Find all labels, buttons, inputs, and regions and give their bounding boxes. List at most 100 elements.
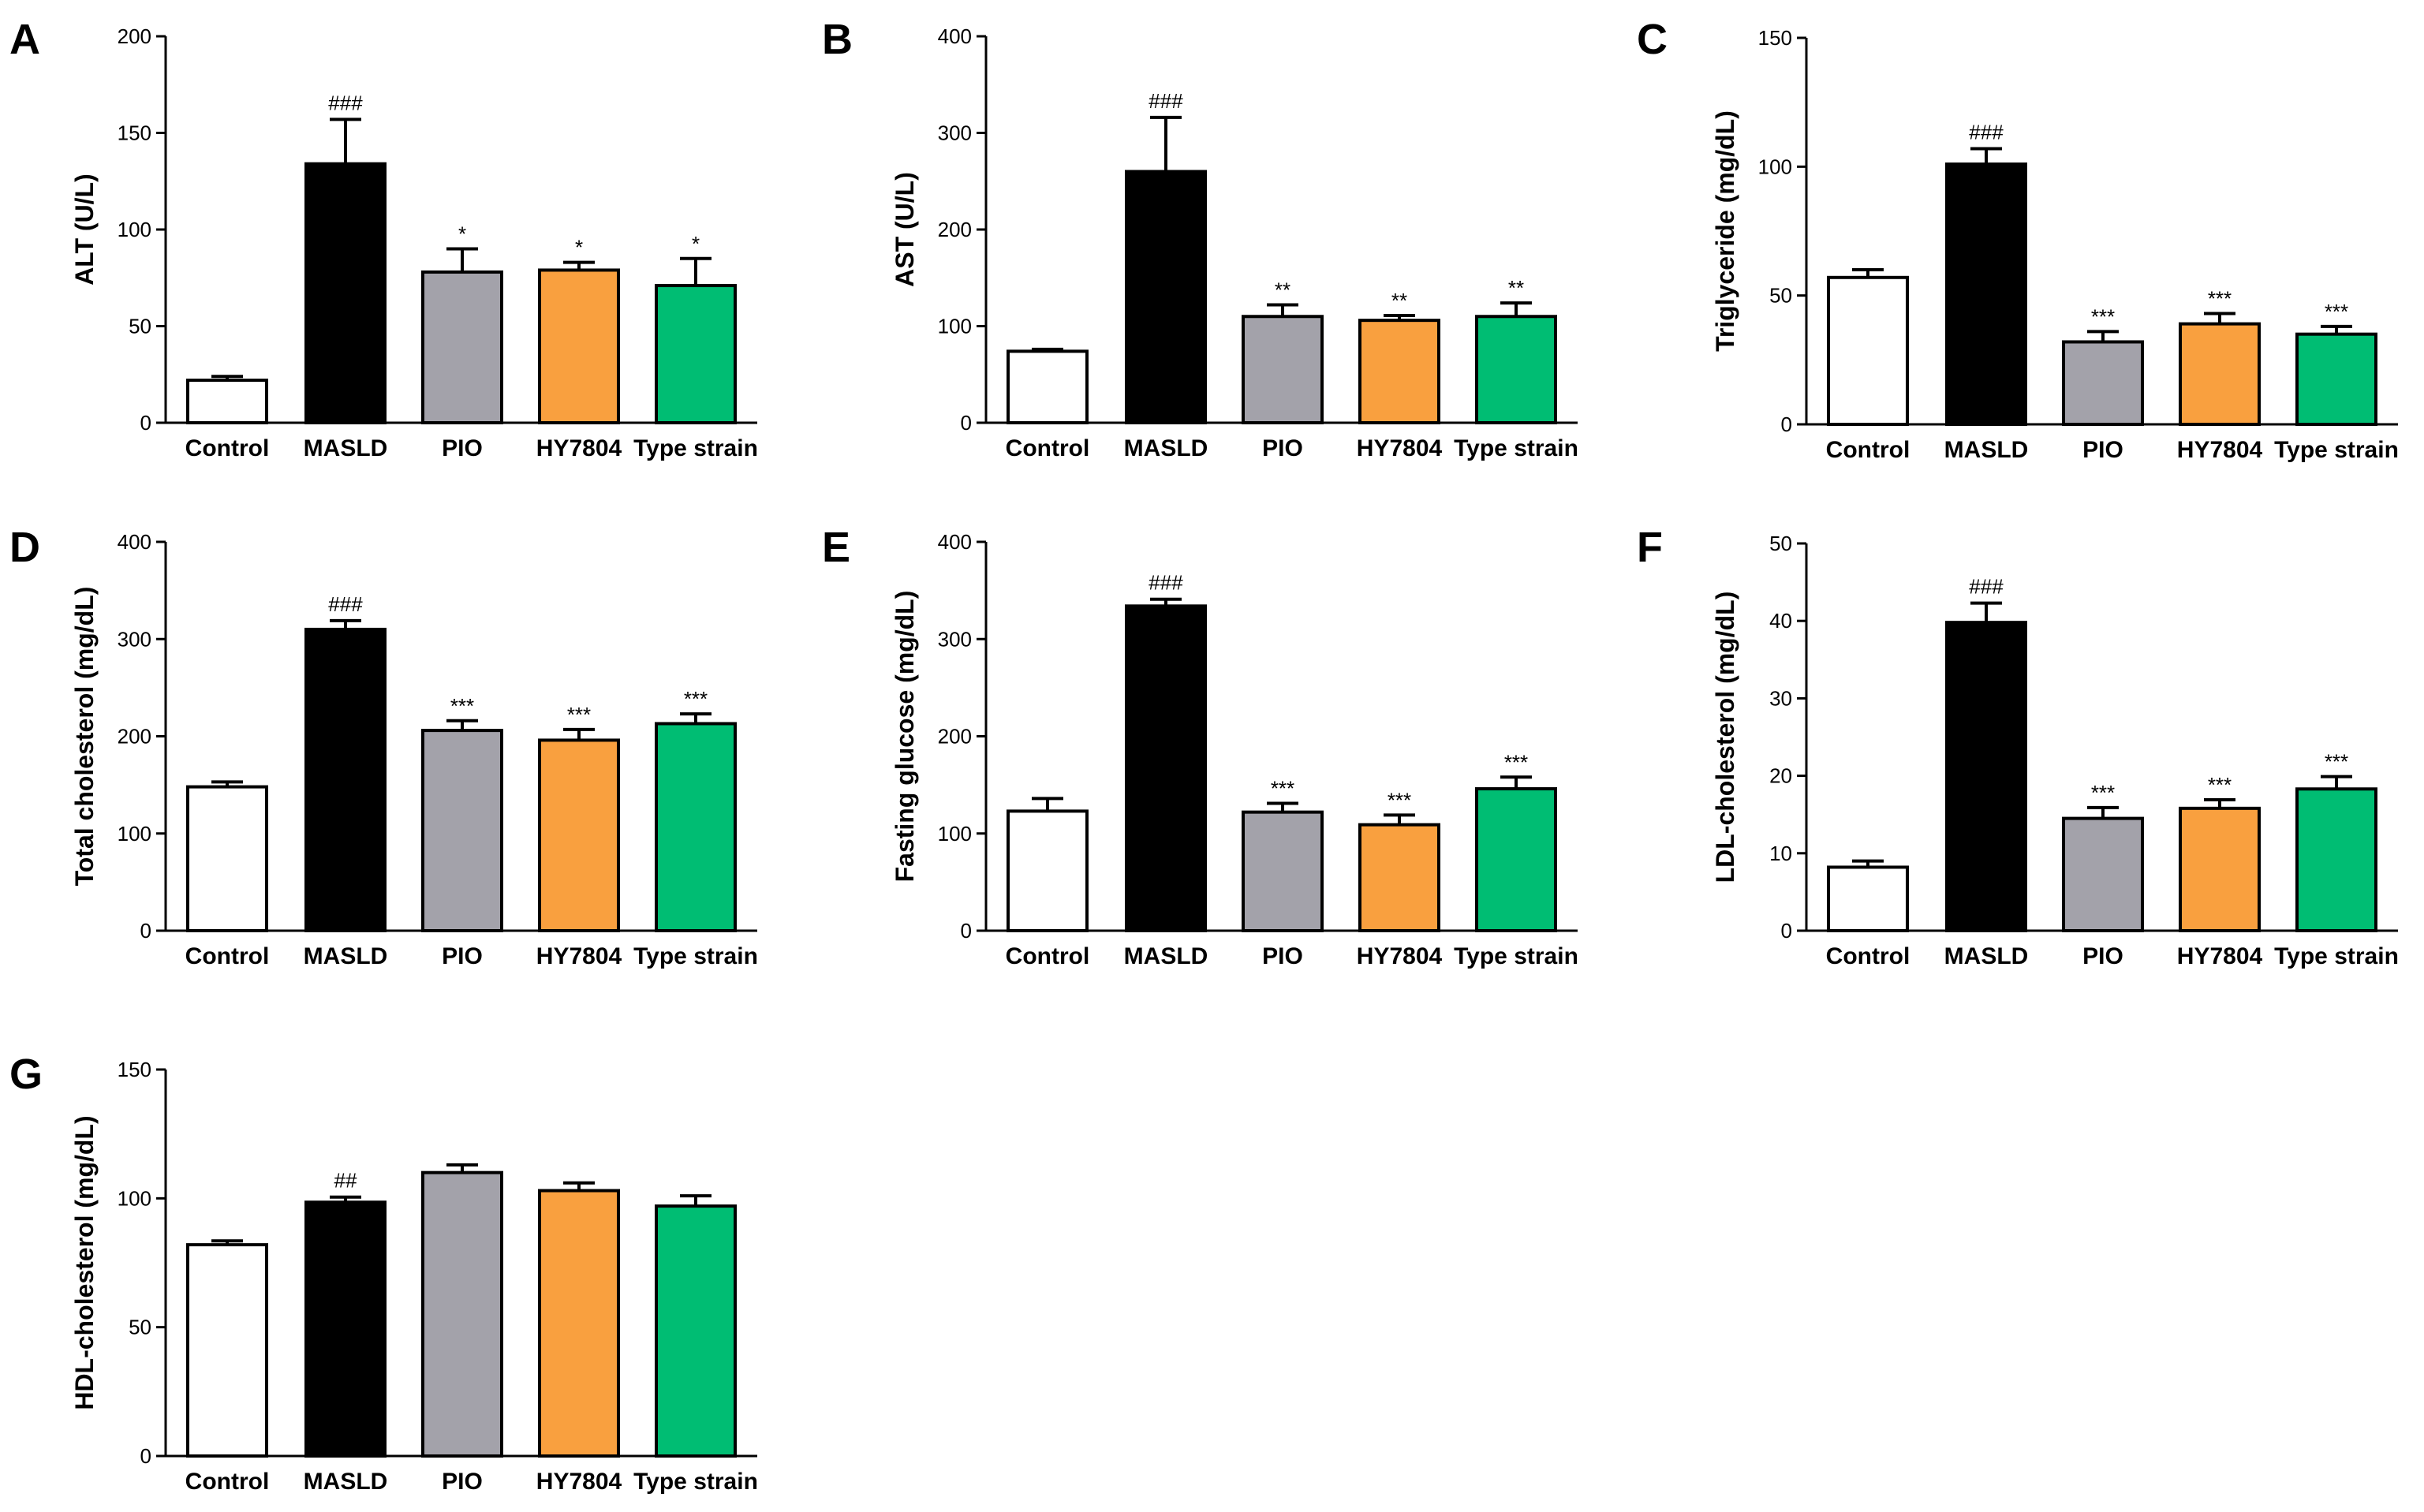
significance-pio: * [458,222,466,246]
significance-pio: *** [1271,777,1294,801]
y-tick-label: 30 [1769,686,1792,710]
y-tick-label: 100 [118,822,151,846]
panel-letter: C [1637,16,1668,63]
bar-pio [1242,810,1324,933]
bar-control [186,785,268,933]
significance-pio: *** [450,694,474,718]
x-tick-label-control: Control [1006,435,1090,461]
bar-hy7804 [1358,823,1440,932]
panel-b: B 0 100 200 300 400 AST (U/L) Control ### MASLD **… [822,16,1578,461]
panel-letter: D [9,524,40,571]
bar-control [1827,275,1909,426]
x-tick-label-hy7804: HY7804 [2177,437,2263,463]
x-tick-label-pio: PIO [1262,435,1303,461]
significance-masld: ### [1149,571,1183,595]
bar-masld [304,1200,387,1458]
bar-pio [2062,340,2144,427]
bar-hy7804 [2179,806,2261,932]
bar-hy7804 [538,738,620,932]
x-tick-label-hy7804: HY7804 [536,435,622,461]
y-tick-label: 0 [140,919,151,943]
x-tick-label-type-strain: Type strain [633,1469,758,1495]
x-tick-label-control: Control [185,943,270,969]
x-tick-label-control: Control [1826,437,1910,463]
x-tick-label-masld: MASLD [1124,435,1208,461]
bar-masld [304,627,387,932]
bar-control [186,379,268,425]
significance-masld: ### [328,592,363,616]
significance-masld: ### [1149,89,1183,113]
significance-hy7804: *** [2208,773,2232,797]
bar-pio [421,270,503,424]
bar-pio [2062,816,2144,932]
bar-control [1827,865,1909,932]
x-tick-label-hy7804: HY7804 [2177,943,2263,969]
significance-hy7804: *** [1388,788,1411,812]
y-axis-title: AST (U/L) [891,172,919,287]
y-tick-label: 200 [938,725,972,749]
significance-masld: ### [328,91,363,114]
panel-letter: G [9,1051,43,1098]
y-tick-label: 150 [1758,26,1792,50]
bar-hy7804 [538,268,620,425]
significance-type-strain: ** [1508,276,1524,300]
bar-control [1007,809,1089,932]
x-tick-label-masld: MASLD [304,1469,388,1495]
y-tick-label: 50 [1769,532,1792,555]
x-tick-label-control: Control [1006,943,1090,969]
bar-pio [421,729,503,932]
y-tick-label: 100 [938,822,972,846]
y-tick-label: 100 [938,315,972,338]
bar-type-strain [1475,787,1557,932]
x-tick-label-hy7804: HY7804 [536,1469,622,1495]
y-tick-label: 150 [118,121,151,145]
panel-f: F 0 10 20 30 40 50 LDL-cholesterol (mg/dL) Contr… [1637,524,2399,969]
significance-type-strain: *** [684,687,708,711]
bar-pio [1242,315,1324,424]
y-tick-label: 50 [1769,284,1792,308]
significance-hy7804: *** [567,703,591,726]
x-tick-label-pio: PIO [442,435,483,461]
x-tick-label-pio: PIO [442,943,483,969]
bar-type-strain [655,284,737,424]
y-tick-label: 400 [938,24,972,48]
panel-letter: A [9,16,40,63]
y-tick-label: 50 [129,315,151,338]
panel-letter: E [822,524,850,571]
significance-masld: ## [334,1169,357,1193]
y-tick-label: 0 [140,411,151,435]
bar-pio [421,1170,503,1458]
x-tick-label-type-strain: Type strain [1454,435,1578,461]
significance-hy7804: *** [2208,287,2232,311]
bar-type-strain [655,722,737,932]
y-tick-label: 20 [1769,764,1792,788]
significance-type-strain: *** [1504,750,1528,774]
x-tick-label-masld: MASLD [1944,943,2029,969]
y-tick-label: 100 [118,218,151,241]
bar-hy7804 [2179,322,2261,427]
bar-type-strain [1475,315,1557,424]
y-tick-label: 200 [118,24,151,48]
y-axis-title: ALT (U/L) [70,174,99,286]
bar-masld [1945,621,2027,932]
bar-masld [304,162,387,424]
y-tick-label: 0 [1781,919,1792,943]
bar-hy7804 [538,1189,620,1458]
bar-type-strain [2295,787,2377,932]
significance-pio: ** [1275,278,1290,302]
x-tick-label-control: Control [185,435,270,461]
bar-type-strain [2295,332,2377,426]
y-tick-label: 200 [118,725,151,749]
y-tick-label: 50 [129,1316,151,1339]
y-tick-label: 100 [1758,155,1792,178]
significance-masld: ### [1969,575,2004,599]
y-tick-label: 400 [938,530,972,554]
y-tick-label: 300 [938,627,972,651]
x-tick-label-pio: PIO [1262,943,1303,969]
panel-e: E 0 100 200 300 400 Fasting glucose (mg/dL) Con… [822,524,1578,969]
y-tick-label: 300 [118,627,151,651]
x-tick-label-pio: PIO [2082,943,2123,969]
x-tick-label-masld: MASLD [304,435,388,461]
x-tick-label-hy7804: HY7804 [1357,943,1443,969]
